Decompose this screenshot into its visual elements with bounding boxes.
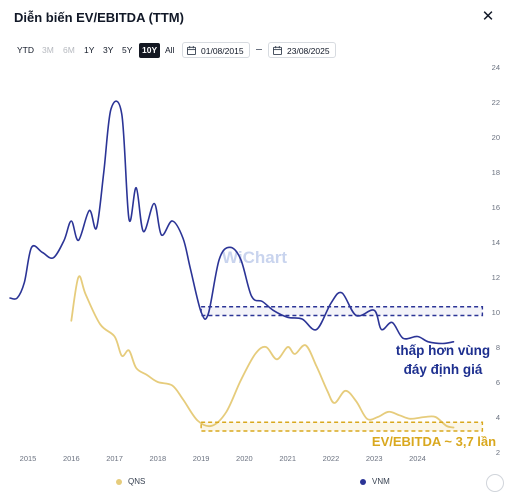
x-tick-label: 2016 [63, 454, 80, 463]
legend-swatch-qns [116, 478, 122, 485]
range-button-3m[interactable]: 3M [42, 45, 54, 55]
end-date-field[interactable]: 23/08/2025 [268, 42, 336, 58]
annotation-band-vnm [200, 306, 484, 317]
range-button-5y[interactable]: 5Y [122, 45, 133, 55]
x-tick-label: 2024 [409, 454, 426, 463]
y-tick-label: 12 [492, 273, 500, 282]
y-tick-label: 22 [492, 98, 500, 107]
legend-label-vnm: VNM [372, 477, 390, 486]
series-line-vnm [9, 100, 455, 345]
x-tick-label: 2019 [193, 454, 210, 463]
series-line-qns [70, 275, 455, 429]
y-tick-label: 8 [496, 343, 500, 352]
range-button-ytd[interactable]: YTD [17, 45, 34, 55]
calendar-icon [273, 46, 282, 55]
x-tick-label: 2021 [279, 454, 296, 463]
date-range-separator [256, 49, 262, 50]
start-date-value: 01/08/2015 [201, 46, 244, 56]
y-tick-label: 20 [492, 133, 500, 142]
y-tick-label: 18 [492, 168, 500, 177]
x-tick-label: 2020 [236, 454, 253, 463]
range-button-all[interactable]: All [165, 45, 175, 55]
y-tick-label: 6 [496, 378, 500, 387]
legend-item-vnm[interactable]: VNM [360, 476, 390, 488]
calendar-icon [187, 46, 196, 55]
legend-label-qns: QNS [128, 477, 146, 486]
scroll-handle[interactable] [486, 474, 504, 492]
legend-swatch-vnm [360, 478, 366, 485]
watermark-logo: WiChart [222, 248, 287, 267]
x-tick-label: 2022 [323, 454, 340, 463]
y-tick-label: 14 [492, 238, 500, 247]
y-tick-label: 10 [492, 308, 500, 317]
y-tick-label: 16 [492, 203, 500, 212]
annotation-text-vnm: thấp hơn vùng [396, 343, 490, 358]
start-date-field[interactable]: 01/08/2015 [182, 42, 250, 58]
y-tick-label: 24 [492, 63, 500, 72]
x-tick-label: 2018 [150, 454, 167, 463]
y-tick-label: 2 [496, 448, 500, 457]
legend-item-qns[interactable]: QNS [116, 476, 145, 488]
x-tick-label: 2015 [20, 454, 37, 463]
range-button-3y[interactable]: 3Y [103, 45, 114, 55]
range-button-10y[interactable]: 10Y [139, 43, 161, 58]
annotation-text-qns: EV/EBITDA ~ 3,7 lần [372, 434, 496, 449]
range-button-6m[interactable]: 6M [63, 45, 75, 55]
annotation-text-vnm: đáy định giá [404, 362, 483, 377]
x-tick-label: 2023 [366, 454, 383, 463]
x-tick-label: 2017 [106, 454, 123, 463]
window-title: Diễn biến EV/EBITDA (TTM) [14, 10, 184, 25]
close-icon[interactable]: ✕ [481, 8, 495, 25]
end-date-value: 23/08/2025 [287, 46, 330, 56]
y-tick-label: 4 [496, 413, 500, 422]
annotation-band-qns [200, 421, 484, 432]
range-button-1y[interactable]: 1Y [84, 45, 95, 55]
